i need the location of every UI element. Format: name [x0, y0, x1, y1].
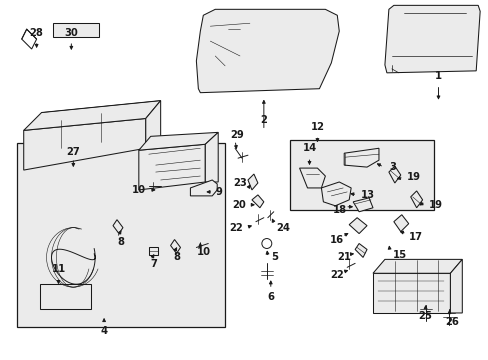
- Text: 16: 16: [329, 234, 344, 244]
- Text: 19: 19: [427, 200, 442, 210]
- Text: 28: 28: [30, 28, 43, 38]
- Text: 6: 6: [267, 292, 274, 302]
- Text: 8: 8: [117, 237, 124, 247]
- Text: 14: 14: [302, 143, 316, 153]
- Polygon shape: [205, 132, 218, 182]
- Polygon shape: [139, 144, 205, 190]
- Polygon shape: [372, 260, 461, 273]
- Text: 7: 7: [150, 259, 157, 269]
- Text: 18: 18: [332, 205, 346, 215]
- Polygon shape: [53, 23, 99, 37]
- Bar: [17, 143, 224, 327]
- Polygon shape: [24, 118, 145, 170]
- Text: 29: 29: [230, 130, 244, 140]
- Text: 26: 26: [445, 317, 458, 327]
- Polygon shape: [139, 132, 218, 150]
- Polygon shape: [372, 273, 449, 313]
- Text: 22: 22: [229, 222, 243, 233]
- Polygon shape: [384, 5, 479, 73]
- Polygon shape: [348, 218, 366, 234]
- Text: 10: 10: [197, 247, 211, 257]
- Text: 23: 23: [233, 178, 246, 188]
- Polygon shape: [196, 9, 339, 93]
- Text: 8: 8: [173, 252, 180, 262]
- Text: 19: 19: [406, 172, 420, 182]
- Text: 24: 24: [276, 222, 290, 233]
- Polygon shape: [148, 247, 157, 255]
- Text: 30: 30: [64, 28, 78, 38]
- Polygon shape: [354, 243, 366, 257]
- Text: 11: 11: [51, 264, 65, 274]
- Text: 1: 1: [434, 71, 441, 81]
- Polygon shape: [299, 168, 325, 188]
- Polygon shape: [321, 182, 350, 206]
- Polygon shape: [393, 215, 408, 231]
- Text: 25: 25: [418, 311, 432, 321]
- Polygon shape: [247, 174, 257, 190]
- Polygon shape: [24, 100, 161, 130]
- Polygon shape: [170, 239, 180, 253]
- Polygon shape: [449, 260, 461, 313]
- Text: 2: 2: [260, 116, 267, 126]
- Polygon shape: [190, 180, 217, 196]
- Text: 9: 9: [215, 187, 222, 197]
- Bar: [40, 284, 91, 309]
- Text: 13: 13: [360, 190, 374, 200]
- Polygon shape: [251, 195, 264, 208]
- Text: 27: 27: [66, 147, 80, 157]
- Text: 20: 20: [232, 200, 245, 210]
- Bar: [289, 140, 433, 210]
- Text: 10: 10: [131, 185, 145, 195]
- Text: 15: 15: [392, 251, 406, 260]
- Polygon shape: [388, 166, 400, 183]
- Polygon shape: [410, 191, 422, 208]
- Text: 4: 4: [101, 326, 107, 336]
- Polygon shape: [352, 198, 372, 212]
- Text: 12: 12: [310, 122, 324, 132]
- Text: 22: 22: [330, 270, 344, 280]
- Text: 17: 17: [408, 231, 422, 242]
- Polygon shape: [145, 100, 161, 148]
- Polygon shape: [113, 220, 122, 234]
- Text: 3: 3: [388, 162, 395, 172]
- Polygon shape: [344, 148, 378, 167]
- Text: 5: 5: [270, 252, 277, 262]
- Text: 21: 21: [337, 252, 350, 262]
